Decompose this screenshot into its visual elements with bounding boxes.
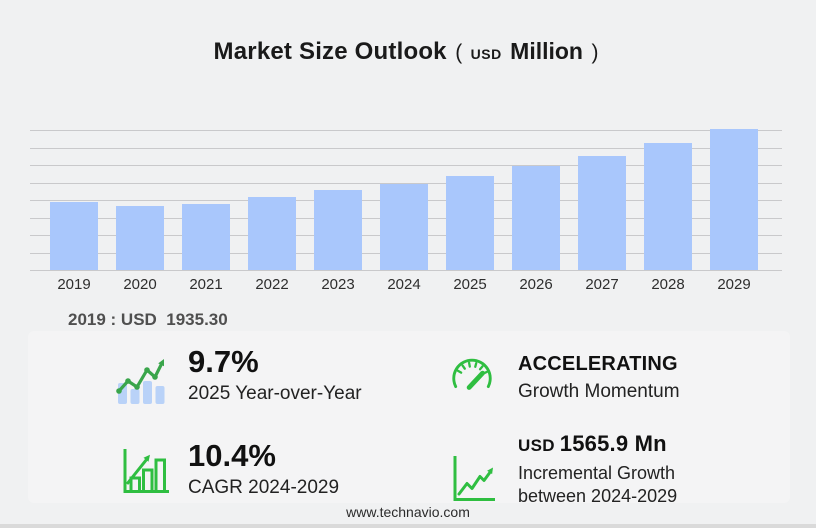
x-tick-2023: 2023	[321, 276, 355, 293]
yoy-label: 2025 Year-over-Year	[188, 383, 362, 404]
bottom-strip	[0, 524, 816, 528]
bar-2020	[116, 206, 164, 270]
incremental-amount: 1565.9 Mn	[559, 431, 667, 456]
bar-2021	[182, 204, 230, 270]
bar-2022	[248, 197, 296, 270]
stat-momentum: ACCELERATING Growth Momentum	[448, 351, 680, 403]
title-paren-close: )	[591, 41, 599, 64]
momentum-value: ACCELERATING	[518, 353, 678, 375]
bar-2019	[50, 202, 98, 270]
x-tick-2029: 2029	[717, 276, 751, 293]
bar-2025	[446, 176, 494, 270]
page-title: Market Size Outlook ( USD Million )	[0, 38, 816, 66]
bar-2024	[380, 184, 428, 270]
cagr-label: CAGR 2024-2029	[188, 477, 340, 498]
bar-2026	[512, 166, 560, 270]
incremental-value: USD 1565.9 Mn	[518, 431, 677, 459]
incremental-label-line2: between 2024-2029	[518, 486, 678, 506]
incremental-label-line1: Incremental Growth	[518, 463, 676, 483]
stat-cagr: 10.4% CAGR 2024-2029	[120, 439, 339, 499]
momentum-label: Growth Momentum	[518, 381, 680, 402]
x-tick-2027: 2027	[585, 276, 619, 293]
bar-2029	[710, 129, 758, 270]
gridline	[30, 182, 782, 184]
bar-2028	[644, 143, 692, 270]
title-paren-open: (	[455, 41, 463, 64]
gridline	[30, 165, 782, 166]
gridline	[30, 270, 782, 271]
title-unit: Million	[510, 38, 583, 64]
stat-incremental: USD 1565.9 Mn Incremental Growth between …	[450, 431, 677, 508]
x-tick-2028: 2028	[651, 276, 685, 293]
title-main: Market Size Outlook	[213, 38, 447, 65]
cagr-value: 10.4%	[188, 438, 276, 473]
footer-url: www.technavio.com	[346, 504, 470, 520]
plot-area	[30, 129, 782, 271]
x-tick-2024: 2024	[387, 276, 421, 293]
x-tick-2026: 2026	[519, 276, 553, 293]
gridline	[30, 130, 782, 131]
base-year-annotation: 2019 : USD 1935.30	[68, 310, 228, 329]
stats-panel: 9.7% 2025 Year-over-Year ACCELERATING Gr…	[28, 331, 790, 506]
bar-2023	[314, 190, 362, 270]
x-tick-2021: 2021	[189, 276, 223, 293]
x-tick-2025: 2025	[453, 276, 487, 293]
line-growth-icon	[453, 456, 495, 501]
yoy-value: 9.7%	[188, 344, 259, 379]
x-tick-2022: 2022	[255, 276, 289, 293]
growth-chart-icon	[123, 449, 169, 493]
x-axis-labels: 2019 2020 2021 2022 2023 2024 2025 2026 2027 2028…	[30, 276, 782, 296]
x-tick-2020: 2020	[123, 276, 157, 293]
x-tick-2019: 2019	[57, 276, 91, 293]
stat-yoy: 9.7% 2025 Year-over-Year	[116, 345, 362, 405]
title-currency: USD	[470, 46, 502, 62]
incremental-currency: USD	[518, 436, 555, 455]
bar-2027	[578, 156, 626, 270]
bar-trend-icon	[116, 359, 165, 404]
gridline	[30, 147, 782, 149]
gauge-icon	[452, 358, 492, 390]
